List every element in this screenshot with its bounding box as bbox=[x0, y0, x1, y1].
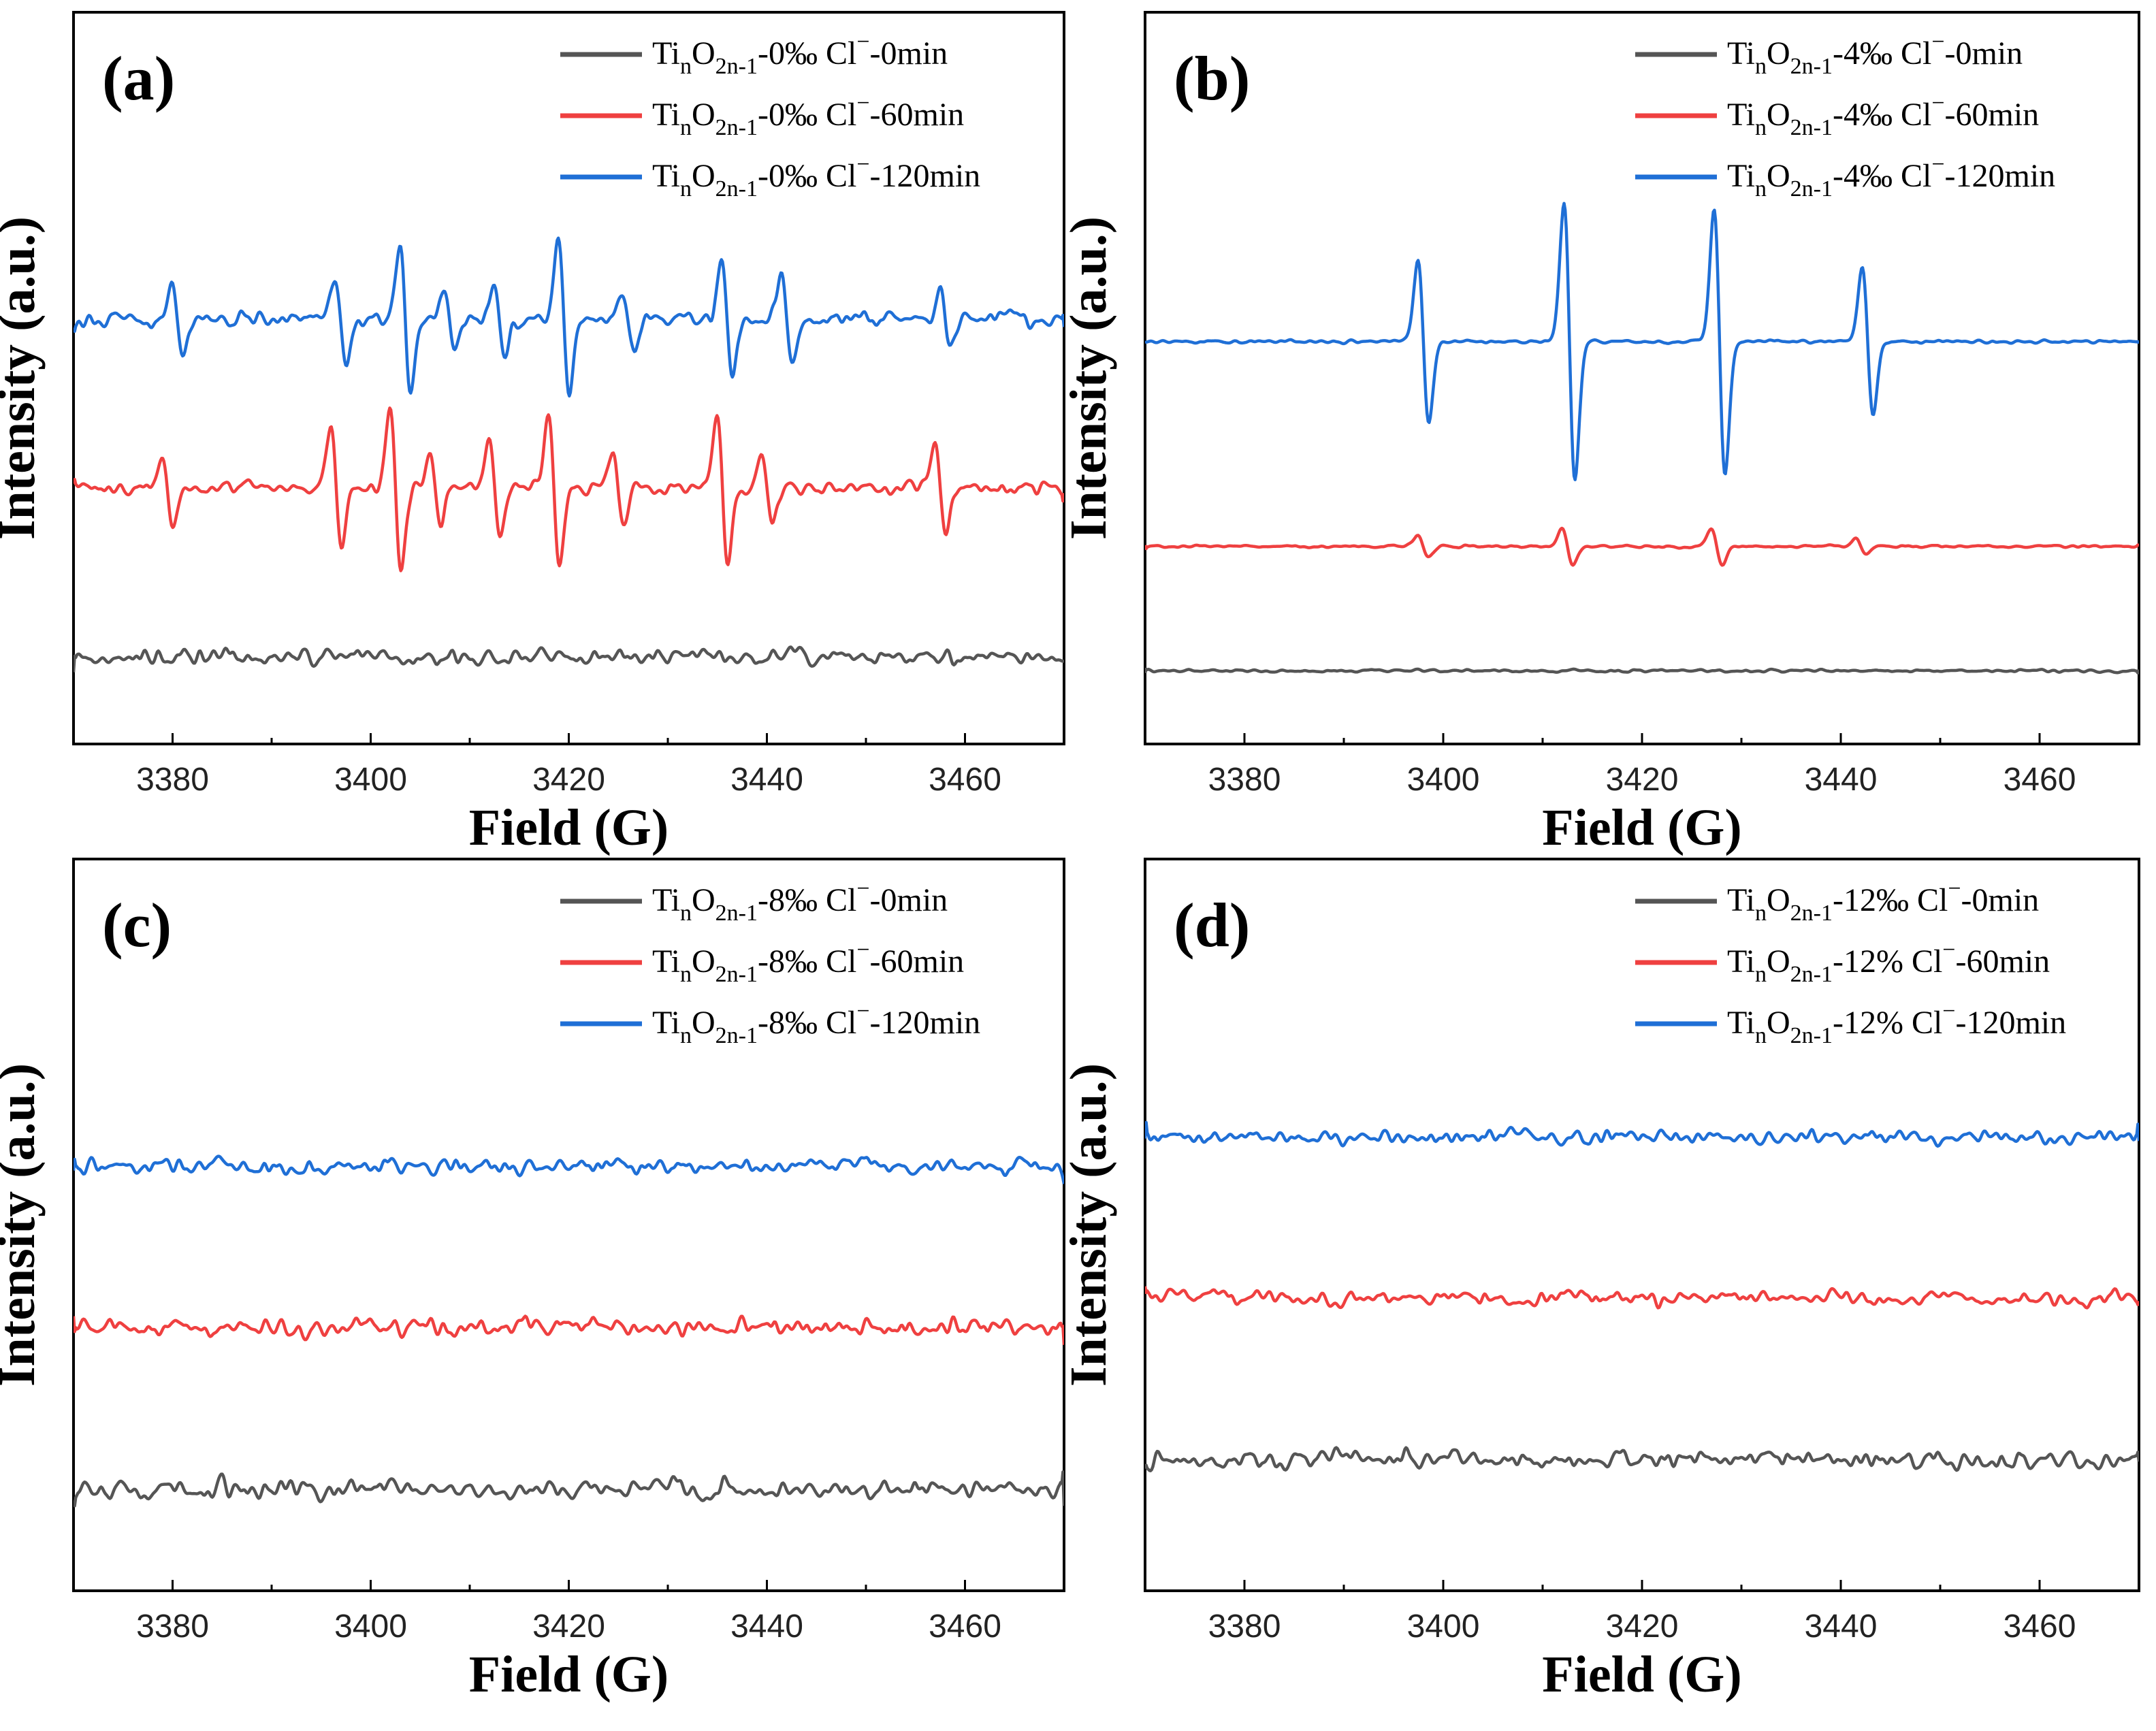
legend-item: TinO2n-1-12% Cl−-60min bbox=[1635, 937, 2050, 987]
x-tick-label: 3440 bbox=[1805, 1608, 1878, 1645]
legend-item: TinO2n-1-0‰ Cl−-120min bbox=[560, 152, 980, 201]
x-tick-label: 3400 bbox=[334, 1608, 407, 1645]
x-tick-label: 3420 bbox=[532, 762, 605, 798]
panel-b: 3380 3400 3420 3440 3460 Field (G) Intensity (… bbox=[1060, 11, 2140, 856]
legend-label: TinO2n-1-4‰ Cl−-120min bbox=[1727, 152, 2055, 201]
legend-label: TinO2n-1-8‰ Cl−-120min bbox=[652, 999, 980, 1048]
x-axis-label: Field (G) bbox=[1542, 1646, 1741, 1703]
x-tick-label: 3400 bbox=[1407, 762, 1480, 798]
legend-item: TinO2n-1-8‰ Cl−-120min bbox=[560, 999, 980, 1048]
legend-item: TinO2n-1-12% Cl−-120min bbox=[1635, 999, 2066, 1048]
legend-label: TinO2n-1-8‰ Cl−-0min bbox=[652, 876, 948, 926]
panel-label: (c) bbox=[102, 890, 172, 960]
legend-label: TinO2n-1-0‰ Cl−-120min bbox=[652, 152, 980, 201]
legend-item: TinO2n-1-8‰ Cl−-60min bbox=[560, 937, 964, 987]
legend-label: TinO2n-1-4‰ Cl−-0min bbox=[1727, 29, 2023, 79]
panel-label: (d) bbox=[1174, 890, 1250, 960]
legend-item: TinO2n-1-4‰ Cl−-60min bbox=[1635, 91, 2039, 140]
x-axis-label: Field (G) bbox=[1542, 799, 1741, 856]
x-tick-label: 3400 bbox=[1407, 1608, 1480, 1645]
x-axis-label: Field (G) bbox=[469, 1646, 669, 1703]
legend-item: TinO2n-1-0‰ Cl−-0min bbox=[560, 29, 948, 79]
x-tick-label: 3460 bbox=[2004, 1608, 2076, 1645]
series-line bbox=[74, 645, 1064, 673]
legend-label: TinO2n-1-4‰ Cl−-60min bbox=[1727, 91, 2039, 140]
series-line bbox=[1145, 201, 2139, 481]
y-axis-label: Intensity (a.u.) bbox=[1060, 216, 1117, 540]
x-tick-label: 3380 bbox=[136, 1608, 209, 1645]
series-line bbox=[1145, 526, 2139, 567]
panel-label: (b) bbox=[1174, 44, 1250, 113]
series-line bbox=[1145, 1446, 2139, 1472]
series-line bbox=[1145, 1286, 2139, 1310]
legend-label: TinO2n-1-0‰ Cl−-0min bbox=[652, 29, 948, 79]
y-axis-label: Intensity (a.u.) bbox=[1060, 1063, 1117, 1387]
series-line bbox=[74, 236, 1064, 398]
x-tick-label: 3440 bbox=[730, 1608, 803, 1645]
panel-d: 3380 3400 3420 3440 3460 Field (G) Intensity (… bbox=[1060, 858, 2140, 1703]
series-line bbox=[74, 1314, 1064, 1345]
series-line bbox=[74, 1470, 1064, 1508]
legend-item: TinO2n-1-4‰ Cl−-120min bbox=[1635, 152, 2055, 201]
x-tick-label: 3460 bbox=[929, 762, 1001, 798]
legend-item: TinO2n-1-8‰ Cl−-0min bbox=[560, 876, 948, 926]
x-tick-label: 3440 bbox=[1805, 762, 1878, 798]
x-tick-label: 3380 bbox=[1208, 762, 1281, 798]
legend-label: TinO2n-1-8‰ Cl−-60min bbox=[652, 937, 964, 987]
series-line bbox=[74, 406, 1064, 572]
legend-label: TinO2n-1-12‰ Cl−-0min bbox=[1727, 876, 2039, 926]
x-tick-label: 3440 bbox=[730, 762, 803, 798]
series-line bbox=[1145, 1120, 2139, 1148]
x-tick-label: 3460 bbox=[929, 1608, 1001, 1645]
panel-label: (a) bbox=[102, 44, 175, 113]
y-axis-label: Intensity (a.u.) bbox=[0, 216, 46, 540]
x-tick-label: 3380 bbox=[136, 762, 209, 798]
x-tick-label: 3420 bbox=[1606, 762, 1679, 798]
x-tick-label: 3400 bbox=[334, 762, 407, 798]
x-tick-label: 3420 bbox=[532, 1608, 605, 1645]
x-tick-label: 3420 bbox=[1606, 1608, 1679, 1645]
x-tick-label: 3460 bbox=[2004, 762, 2076, 798]
legend-item: TinO2n-1-0‰ Cl−-60min bbox=[560, 91, 964, 140]
series-line bbox=[1145, 667, 2139, 675]
series-line bbox=[74, 1154, 1064, 1184]
legend-label: TinO2n-1-0‰ Cl−-60min bbox=[652, 91, 964, 140]
x-tick-label: 3380 bbox=[1208, 1608, 1281, 1645]
y-axis-label: Intensity (a.u.) bbox=[0, 1063, 46, 1387]
legend-label: TinO2n-1-12% Cl−-120min bbox=[1727, 999, 2066, 1048]
legend-item: TinO2n-1-4‰ Cl−-0min bbox=[1635, 29, 2023, 79]
panel-c: 3380 3400 3420 3440 3460 Field (G) Intensity (… bbox=[0, 858, 1065, 1703]
panel-a: 3380 3400 3420 3440 3460 Field (G) Intensity (… bbox=[0, 11, 1065, 856]
x-axis-label: Field (G) bbox=[469, 799, 669, 856]
legend-item: TinO2n-1-12‰ Cl−-0min bbox=[1635, 876, 2039, 926]
legend-label: TinO2n-1-12% Cl−-60min bbox=[1727, 937, 2050, 987]
